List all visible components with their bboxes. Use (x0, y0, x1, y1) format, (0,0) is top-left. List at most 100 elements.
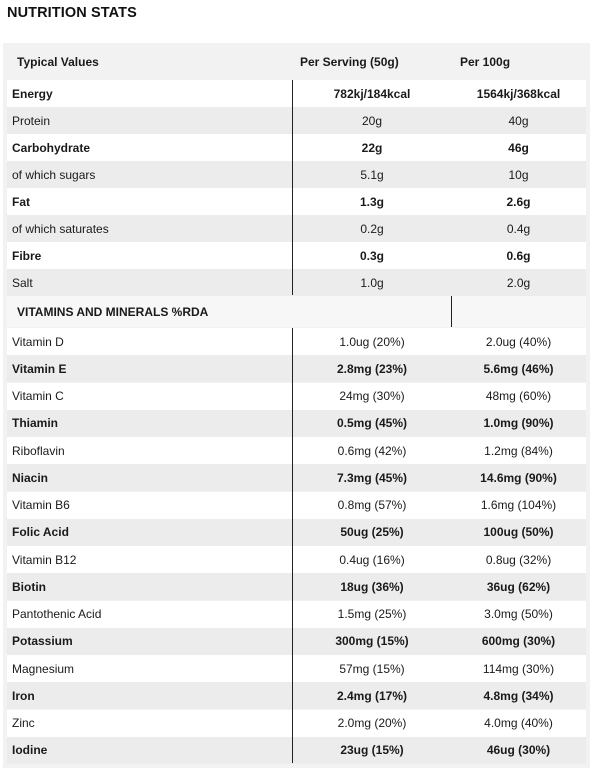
vitamin-row: Thiamin 0.5mg (45%) 1.0mg (90%) (7, 409, 586, 437)
vitamin-row: Zinc 2.0mg (20%) 4.0mg (40%) (7, 709, 586, 737)
per-serving-value: 1.3g (359, 194, 384, 209)
per-serving-value: 0.4ug (16%) (339, 552, 405, 567)
per-serving-value: 50ug (25%) (340, 525, 404, 540)
vitamin-row: Niacin 7.3mg (45%) 14.6mg (90%) (7, 464, 586, 492)
vitamin-row: Pantothenic Acid 1.5mg (25%) 3.0mg (50%) (7, 600, 586, 628)
section-header-vitamins: VITAMINS AND MINERALS %RDA (7, 296, 586, 327)
nutrient-name: Fibre (12, 248, 42, 263)
nutrient-row: of which sugars 5.1g 10g (7, 161, 586, 188)
per-serving-value: 5.1g (360, 167, 384, 182)
column-divider (451, 296, 452, 327)
nutrient-name: Energy (12, 86, 53, 101)
per-serving-value: 57mg (15%) (339, 661, 405, 676)
per-100g-value: 1564kj/368kcal (476, 86, 561, 101)
per-serving-value: 0.2g (360, 221, 384, 236)
vitamin-row: Vitamin B6 0.8mg (57%) 1.6mg (104%) (7, 491, 586, 519)
vitamin-row: Iron 2.4mg (17%) 4.8mg (34%) (7, 682, 586, 710)
vitamin-name: Vitamin B12 (12, 552, 77, 567)
column-header-per-100g: Per 100g (460, 54, 511, 69)
nutrient-name: Carbohydrate (12, 140, 91, 155)
per-100g-value: 0.8ug (32%) (485, 552, 552, 567)
nutrient-name: Fat (12, 194, 30, 209)
vitamin-row: Vitamin C 24mg (30%) 48mg (60%) (7, 382, 586, 410)
per-serving-value: 2.0mg (20%) (337, 716, 407, 730)
column-header-per-serving: Per Serving (50g) (300, 54, 399, 69)
column-divider (292, 80, 293, 295)
vitamin-name: Potassium (12, 634, 73, 649)
per-100g-value: 40g (508, 113, 529, 128)
vitamin-name: Vitamin E (12, 361, 67, 376)
per-100g-value: 36ug (62%) (486, 579, 551, 594)
per-serving-value: 0.8mg (57%) (337, 498, 407, 512)
vitamin-name: Biotin (12, 579, 46, 594)
vitamin-row: Vitamin B12 0.4ug (16%) 0.8ug (32%) (7, 546, 586, 573)
nutrient-row: Fibre 0.3g 0.6g (7, 242, 586, 269)
nutrient-row: Energy 782kj/184kcal 1564kj/368kcal (7, 80, 586, 107)
vitamin-name: Vitamin C (12, 389, 64, 403)
vitamin-name: Folic Acid (12, 525, 69, 540)
nutrient-name: Protein (12, 113, 51, 128)
vitamin-name: Magnesium (12, 661, 75, 676)
vitamin-row: Folic Acid 50ug (25%) 100ug (50%) (7, 518, 586, 546)
per-100g-value: 2.6g (506, 194, 531, 209)
nutrient-row: Salt 1.0g 2.0g (7, 269, 586, 296)
per-serving-value: 782kj/184kcal (333, 86, 411, 101)
vitamin-name: Zinc (12, 716, 35, 730)
per-serving-value: 1.5mg (25%) (337, 607, 407, 621)
per-serving-value: 22g (361, 140, 383, 155)
per-serving-value: 1.0g (360, 275, 384, 290)
vitamin-row: Potassium 300mg (15%) 600mg (30%) (7, 627, 586, 655)
nutrient-name: of which sugars (12, 167, 96, 182)
per-100g-value: 46g (508, 140, 529, 155)
column-divider (292, 328, 293, 763)
vitamin-row: Vitamin D 1.0ug (20%) 2.0ug (40%) (7, 328, 586, 355)
per-100g-value: 2.0g (506, 275, 531, 290)
per-100g-value: 4.0mg (40%) (484, 716, 553, 730)
vitamin-row: Magnesium 57mg (15%) 114mg (30%) (7, 655, 586, 682)
per-100g-value: 4.8mg (34%) (483, 688, 554, 703)
per-100g-value: 0.6g (506, 248, 531, 263)
section-title: VITAMINS AND MINERALS %RDA (17, 304, 209, 319)
column-header-typical-values: Typical Values (17, 54, 99, 69)
per-100g-value: 100ug (50%) (483, 525, 554, 540)
vitamin-name: Iodine (12, 743, 48, 758)
per-100g-value: 1.2mg (84%) (484, 443, 553, 458)
per-100g-value: 10g (508, 167, 529, 182)
vitamin-name: Pantothenic Acid (12, 607, 102, 621)
vitamin-row: Biotin 18ug (36%) 36ug (62%) (7, 573, 586, 601)
per-100g-value: 48mg (60%) (485, 389, 552, 403)
per-serving-value: 0.5mg (45%) (336, 416, 408, 431)
nutrient-name: Salt (12, 275, 33, 290)
per-serving-value: 300mg (15%) (335, 634, 409, 649)
per-serving-value: 2.8mg (23%) (336, 361, 408, 376)
per-100g-value: 114mg (30%) (482, 661, 555, 676)
per-100g-value: 3.0mg (50%) (484, 607, 553, 621)
per-serving-value: 24mg (30%) (339, 389, 405, 403)
vitamin-name: Niacin (12, 470, 49, 485)
per-serving-value: 1.0ug (20%) (339, 334, 405, 349)
per-100g-value: 1.6mg (104%) (480, 498, 557, 512)
vitamin-name: Riboflavin (12, 443, 65, 458)
nutrient-row: Carbohydrate 22g 46g (7, 134, 586, 161)
per-100g-value: 14.6mg (90%) (480, 470, 557, 485)
per-serving-value: 18ug (36%) (340, 579, 404, 594)
per-100g-value: 600mg (30%) (481, 634, 556, 649)
per-100g-value: 46ug (30%) (486, 743, 551, 758)
vitamin-row: Iodine 23ug (15%) 46ug (30%) (7, 736, 586, 764)
page-title: NUTRITION STATS (7, 5, 137, 21)
per-serving-value: 7.3mg (45%) (336, 470, 408, 485)
per-serving-value: 20g (361, 113, 383, 128)
vitamin-name: Vitamin B6 (12, 498, 70, 512)
vitamin-name: Vitamin D (12, 334, 64, 349)
vitamin-name: Iron (12, 688, 35, 703)
per-100g-value: 1.0mg (90%) (483, 416, 554, 431)
per-serving-value: 2.4mg (17%) (336, 688, 408, 703)
per-100g-value: 5.6mg (46%) (483, 361, 554, 376)
vitamin-row: Vitamin E 2.8mg (23%) 5.6mg (46%) (7, 355, 586, 383)
per-serving-value: 0.3g (359, 248, 384, 263)
nutrient-row: of which saturates 0.2g 0.4g (7, 215, 586, 242)
nutrient-row: Protein 20g 40g (7, 107, 586, 134)
table-header-row: Typical Values Per Serving (50g) Per 100… (7, 45, 586, 78)
nutrient-row: Fat 1.3g 2.6g (7, 188, 586, 215)
per-100g-value: 0.4g (506, 221, 531, 236)
